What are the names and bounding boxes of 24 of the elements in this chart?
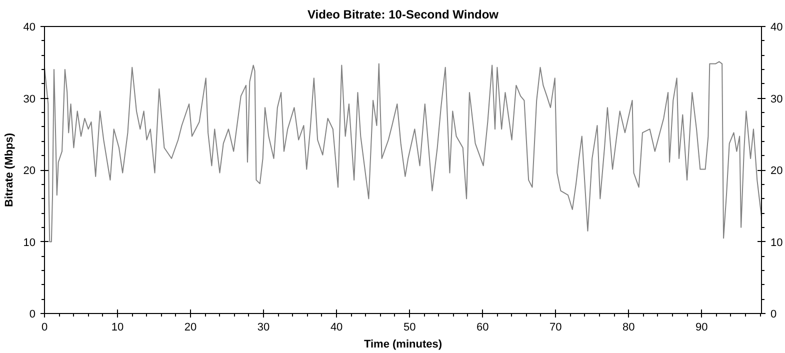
- x-tick-label: 60: [476, 322, 489, 334]
- x-tick-label: 0: [41, 322, 48, 334]
- y2-tick-label: 10: [770, 236, 783, 249]
- y2-tick-label: 30: [770, 93, 783, 106]
- y-tick-label: 30: [23, 93, 36, 106]
- x-tick-label: 10: [111, 322, 124, 334]
- x-tick-label: 80: [622, 322, 635, 334]
- y-tick-label: 20: [23, 165, 36, 177]
- x-tick-label: 30: [257, 322, 270, 334]
- y-tick-label: 40: [23, 22, 36, 34]
- x-tick-label: 90: [696, 322, 708, 334]
- y2-tick-label: 40: [770, 22, 783, 34]
- x-tick-label: 70: [549, 322, 562, 334]
- x-tick-label: 20: [184, 322, 197, 334]
- y-axis-title: Bitrate (Mbps): [3, 132, 16, 207]
- y-tick-label: 10: [23, 236, 36, 249]
- x-tick-label: 40: [330, 322, 343, 334]
- x-axis-title: Time (minutes): [364, 338, 442, 350]
- chart-title: Video Bitrate: 10-Second Window: [307, 8, 500, 22]
- y2-tick-label: 20: [770, 165, 783, 177]
- x-tick-label: 50: [403, 322, 416, 334]
- y2-tick-label: 0: [770, 308, 777, 320]
- y-tick-label: 0: [29, 308, 36, 320]
- line-series: [44, 61, 762, 242]
